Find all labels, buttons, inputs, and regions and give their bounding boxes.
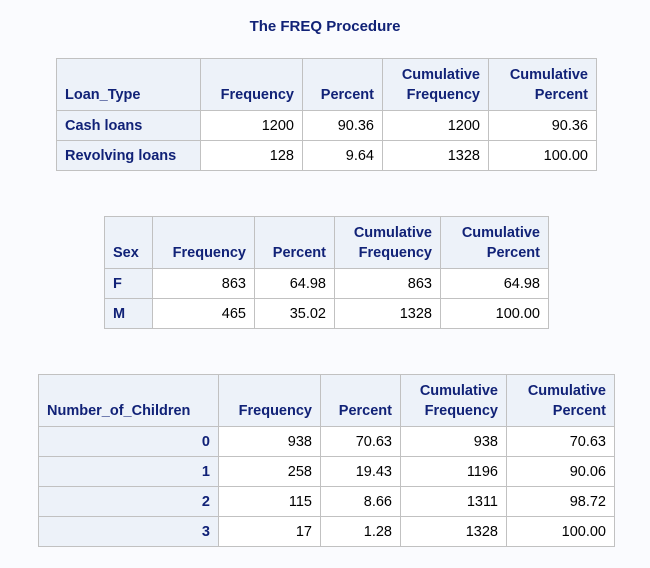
- table-cell: 70.63: [320, 426, 401, 457]
- row-label: Revolving loans: [56, 140, 201, 171]
- table-cell: 465: [152, 298, 255, 329]
- table-row: F 863 64.98 863 64.98: [104, 268, 549, 299]
- table-cell: 70.63: [506, 426, 615, 457]
- header-row: Loan_Type Frequency Percent Cumulative Freq…: [56, 58, 597, 111]
- table-cell: 35.02: [254, 298, 335, 329]
- table-row: Cash loans 1200 90.36 1200 90.36: [56, 110, 597, 141]
- column-header: Cumulative Percent: [488, 58, 597, 111]
- table-cell: 100.00: [488, 140, 597, 171]
- table-cell: 98.72: [506, 486, 615, 517]
- table-row: Revolving loans 128 9.64 1328 100.00: [56, 140, 597, 171]
- table-row: M 465 35.02 1328 100.00: [104, 298, 549, 329]
- table-cell: 64.98: [254, 268, 335, 299]
- table-row: 2 115 8.66 1311 98.72: [38, 486, 615, 517]
- column-header: Cumulative Frequency: [382, 58, 489, 111]
- loan-type-table: Loan_Type Frequency Percent Cumulative Freq…: [56, 58, 597, 171]
- column-header: Percent: [254, 216, 335, 269]
- row-label: 0: [38, 426, 219, 457]
- table-cell: 100.00: [440, 298, 549, 329]
- column-header: Percent: [320, 374, 401, 427]
- table-cell: 863: [152, 268, 255, 299]
- table-cell: 1311: [400, 486, 507, 517]
- column-header: Frequency: [218, 374, 321, 427]
- table-cell: 19.43: [320, 456, 401, 487]
- table-cell: 90.36: [488, 110, 597, 141]
- table-cell: 9.64: [302, 140, 383, 171]
- page-title: The FREQ Procedure: [249, 18, 401, 35]
- row-label: 1: [38, 456, 219, 487]
- column-header: Frequency: [152, 216, 255, 269]
- column-header: Cumulative Percent: [440, 216, 549, 269]
- number-of-children-table: Number_of_Children Frequency Percent Cumula…: [38, 374, 615, 547]
- table-cell: 1328: [382, 140, 489, 171]
- table-cell: 1200: [200, 110, 303, 141]
- table-cell: 1328: [400, 516, 507, 547]
- column-header: Cumulative Frequency: [400, 374, 507, 427]
- table-cell: 115: [218, 486, 321, 517]
- row-label: M: [104, 298, 153, 329]
- table-cell: 938: [400, 426, 507, 457]
- table-cell: 1196: [400, 456, 507, 487]
- header-row: Number_of_Children Frequency Percent Cumula…: [38, 374, 615, 427]
- table-row: 0 938 70.63 938 70.63: [38, 426, 615, 457]
- column-header: Sex: [104, 216, 153, 269]
- column-header: Cumulative Percent: [506, 374, 615, 427]
- table-cell: 8.66: [320, 486, 401, 517]
- table-cell: 863: [334, 268, 441, 299]
- table-cell: 17: [218, 516, 321, 547]
- column-header: Loan_Type: [56, 58, 201, 111]
- table-cell: 90.36: [302, 110, 383, 141]
- table-cell: 1328: [334, 298, 441, 329]
- row-label: 3: [38, 516, 219, 547]
- table-cell: 64.98: [440, 268, 549, 299]
- column-header: Frequency: [200, 58, 303, 111]
- column-header: Percent: [302, 58, 383, 111]
- row-label: Cash loans: [56, 110, 201, 141]
- table-row: 1 258 19.43 1196 90.06: [38, 456, 615, 487]
- column-header: Number_of_Children: [38, 374, 219, 427]
- column-header: Cumulative Frequency: [334, 216, 441, 269]
- table-cell: 258: [218, 456, 321, 487]
- table-cell: 128: [200, 140, 303, 171]
- table-row: 3 17 1.28 1328 100.00: [38, 516, 615, 547]
- table-cell: 938: [218, 426, 321, 457]
- table-cell: 1200: [382, 110, 489, 141]
- header-row: Sex Frequency Percent Cumulative Frequency C…: [104, 216, 549, 269]
- table-cell: 100.00: [506, 516, 615, 547]
- table-cell: 90.06: [506, 456, 615, 487]
- row-label: F: [104, 268, 153, 299]
- row-label: 2: [38, 486, 219, 517]
- table-cell: 1.28: [320, 516, 401, 547]
- sex-table: Sex Frequency Percent Cumulative Frequency C…: [104, 216, 549, 329]
